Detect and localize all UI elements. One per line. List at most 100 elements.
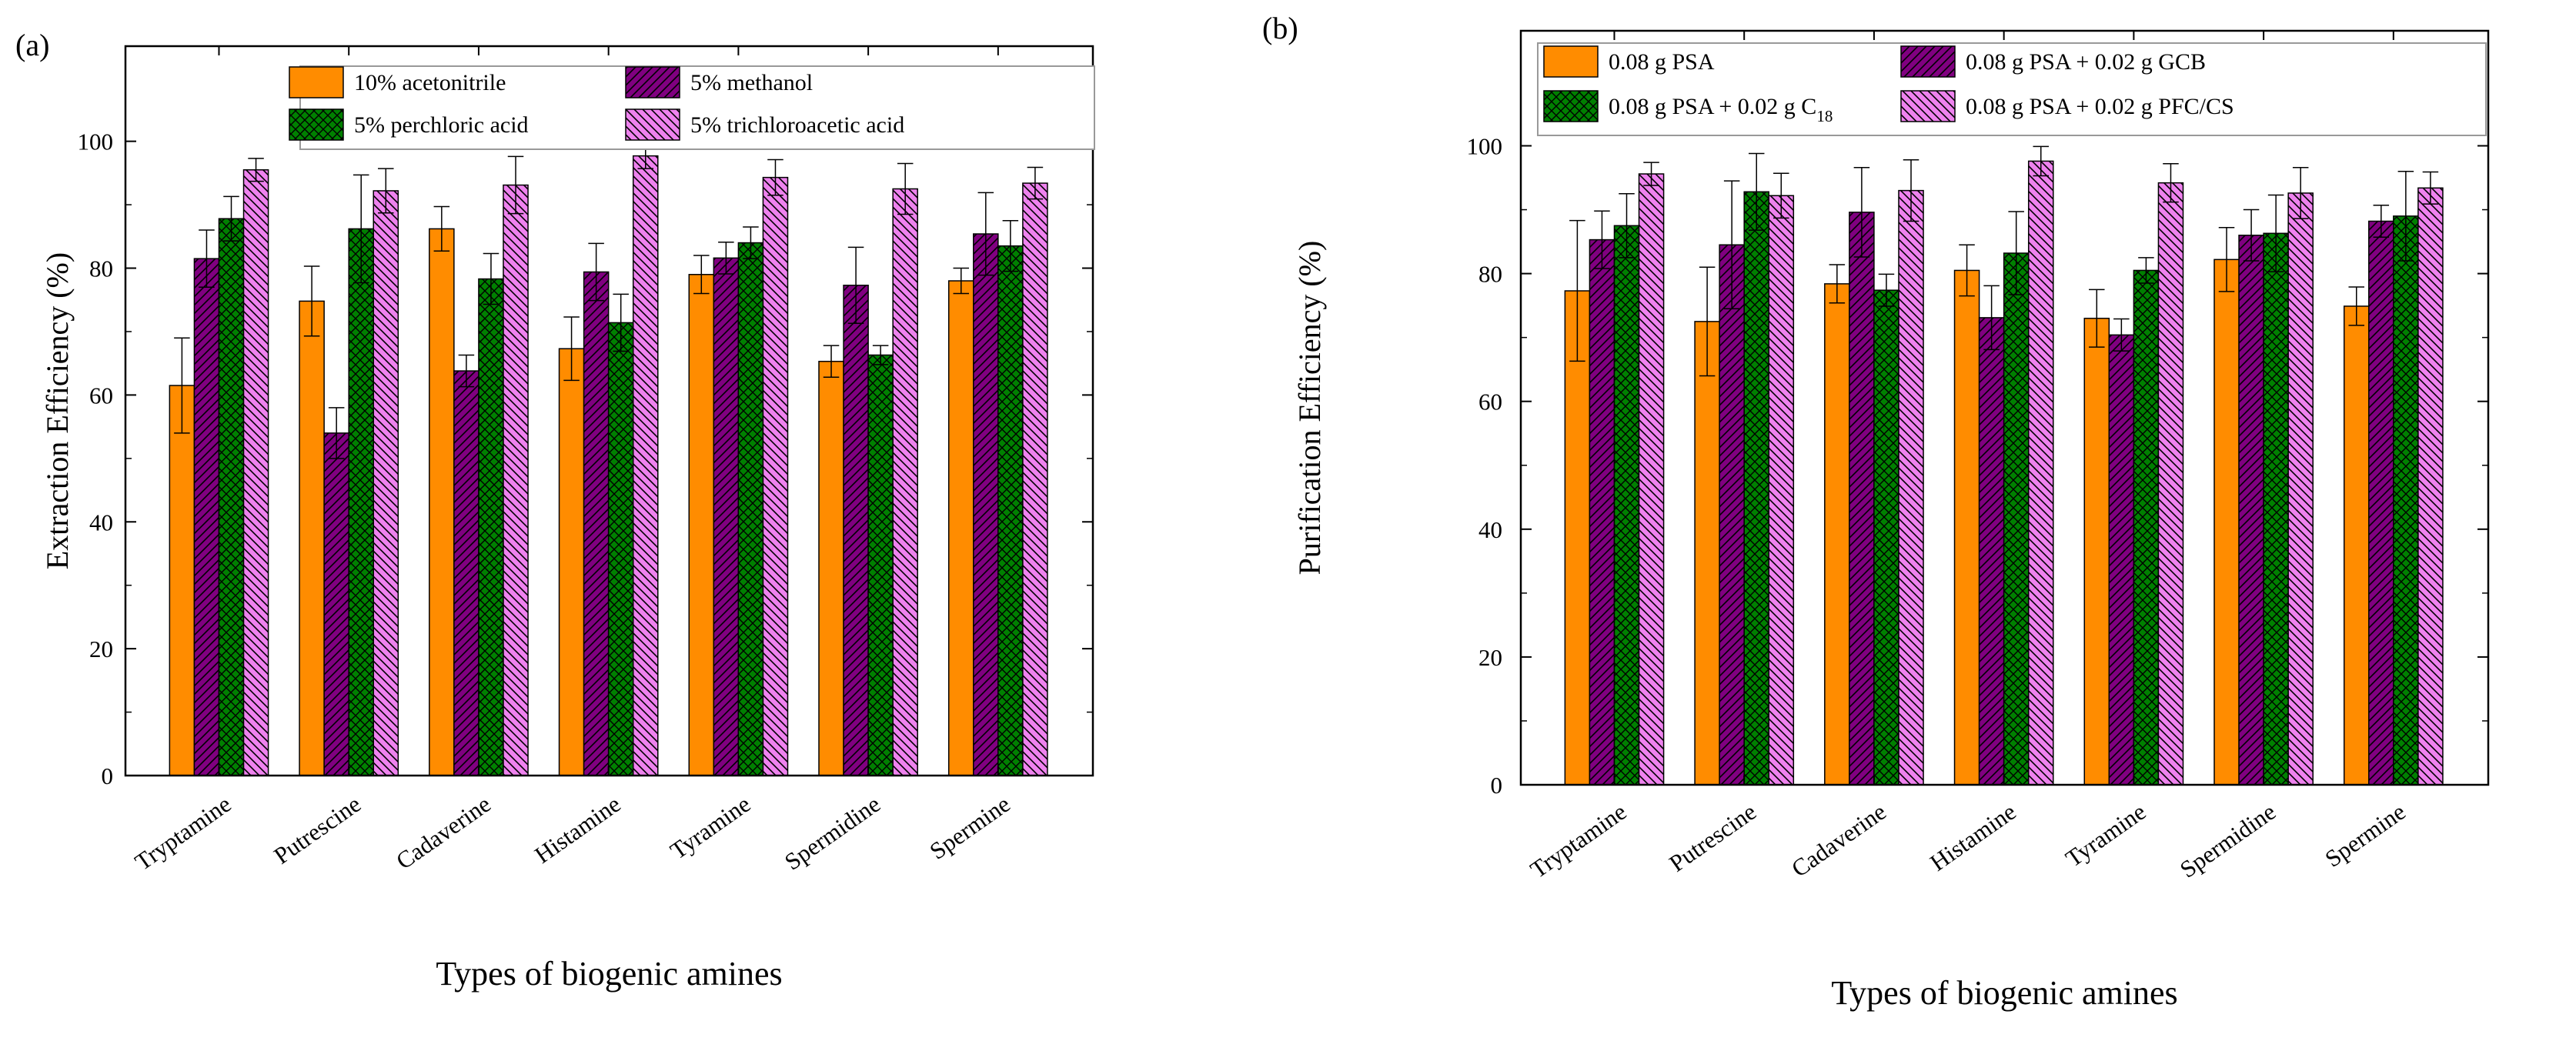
bar-pattern [2109,335,2134,785]
legend-swatch-pattern [1901,91,1955,122]
bar [429,229,454,776]
bar-pattern [763,177,788,776]
legend-swatch-pattern [1901,46,1955,77]
legend: 0.08 g PSA 0.08 g PSA + 0.02 g GCB 0.08 g … [1537,42,2487,136]
bar-pattern [583,272,609,776]
bar-pattern [2158,182,2183,785]
bar-pattern [2417,188,2443,786]
y-tick-label: 0 [1491,772,1503,799]
legend-swatch-outline [1543,45,1599,78]
legend-swatch [289,67,343,98]
bar-pattern [349,229,374,776]
bar [1954,270,1980,785]
bar-pattern [1719,245,1745,785]
bar-pattern [243,169,269,776]
bar-pattern [844,285,869,776]
x-tick-label: Tryptamine [1525,798,1632,883]
bar-pattern [1639,174,1664,785]
chart-panel-a: (a) Tryptamine Putrescine Cadaverine Histami… [15,28,1095,993]
bar [2084,318,2110,785]
plot-frame [1519,29,2490,786]
bar-pattern [868,355,894,776]
legend-swatch-pattern [626,67,680,98]
bar-pattern [2393,215,2418,786]
x-tick-label: Histamine [1925,798,2020,876]
x-tick-label: Cadaverine [391,790,496,875]
legend-label-subscript: 18 [1816,107,1833,125]
bar-pattern [1849,212,1874,786]
x-tick-label: Tyramine [665,790,755,865]
y-tick-label: 60 [89,382,113,409]
bar-pattern [2028,161,2053,786]
bar [559,349,584,776]
legend-swatch-outline [289,66,344,98]
legend-box [299,65,1095,150]
y-tick-label: 20 [1478,644,1502,671]
bar-pattern [373,190,399,776]
legend-label: 0.08 g PSA + 0.02 g GCB [1966,49,2206,75]
bar [1565,291,1590,785]
bar-pattern [2239,235,2264,786]
bar [2213,259,2240,785]
bar-pattern [893,189,918,776]
chart-panel-b: (b) Tryptamine Putrescine Cadaverine Histami… [1262,11,2490,1012]
legend-label: 5% perchloric acid [354,112,529,138]
x-axis-title: Types of biogenic amines [1831,974,2177,1012]
x-axis-title: Types of biogenic amines [436,955,782,993]
x-tick-label: Histamine [530,790,625,869]
legend-swatch-outline [625,66,680,98]
bar [948,281,974,776]
x-tick-label: Tryptamine [130,790,236,876]
x-tick-label: Putrescine [269,790,366,869]
x-tick-label: Tyramine [2060,798,2150,872]
bar [818,361,844,776]
legend-label: 0.08 g PSA [1609,49,1715,75]
legend-swatch-outline [1900,90,1956,122]
x-tick-label: Putrescine [1664,798,1761,877]
bar-pattern [194,259,219,776]
y-tick-label: 80 [1478,261,1502,288]
legend-swatch-pattern [626,109,680,140]
bar-pattern [713,258,739,776]
legend-swatch-outline [625,108,680,141]
legend-box [1537,42,2487,136]
x-tick-label: Spermine [2320,798,2410,872]
x-tick-label: Cadaverine [1786,798,1891,883]
bar-pattern [1589,239,1615,785]
bar-pattern [608,322,633,776]
y-axis-title: Extraction Efficiency (%) [40,252,75,569]
legend-swatch-outline [1543,90,1599,122]
bar-pattern [1614,225,1639,786]
bar-pattern [1744,192,1769,785]
legend-swatch-pattern [289,109,343,140]
bar-pattern [1769,195,1794,785]
bar-pattern [1898,190,1924,785]
bar-pattern [2133,270,2159,785]
y-axis-title: Purification Efficiency (%) [1292,241,1327,576]
legend-swatch-outline [1900,45,1956,78]
bar-pattern [1873,290,1899,786]
legend-swatch [1544,46,1598,77]
bar-pattern [973,234,998,776]
bar-pattern [2003,253,2029,785]
bar-pattern [503,185,529,776]
bar [299,301,325,776]
y-tick-label: 20 [89,636,113,662]
y-tick-label: 60 [1478,389,1502,415]
y-tick-label: 0 [102,762,114,789]
legend-label: 0.08 g PSA + 0.02 g PFC/CS [1966,94,2234,119]
legend-label: 5% trichloroacetic acid [690,112,904,138]
bar [169,385,195,776]
bar-pattern [324,432,349,776]
plot-frame [124,45,1094,777]
legend-label: 5% methanol [690,70,813,95]
y-tick-label: 40 [1478,516,1502,543]
legend-swatch-outline [289,108,344,141]
legend-label: 10% acetonitrile [354,70,506,95]
bar-pattern [997,245,1023,776]
x-tick-label: Spermidine [2175,798,2280,883]
bar-pattern [2288,192,2314,785]
bar [1695,321,1720,785]
bar-pattern [738,242,763,776]
